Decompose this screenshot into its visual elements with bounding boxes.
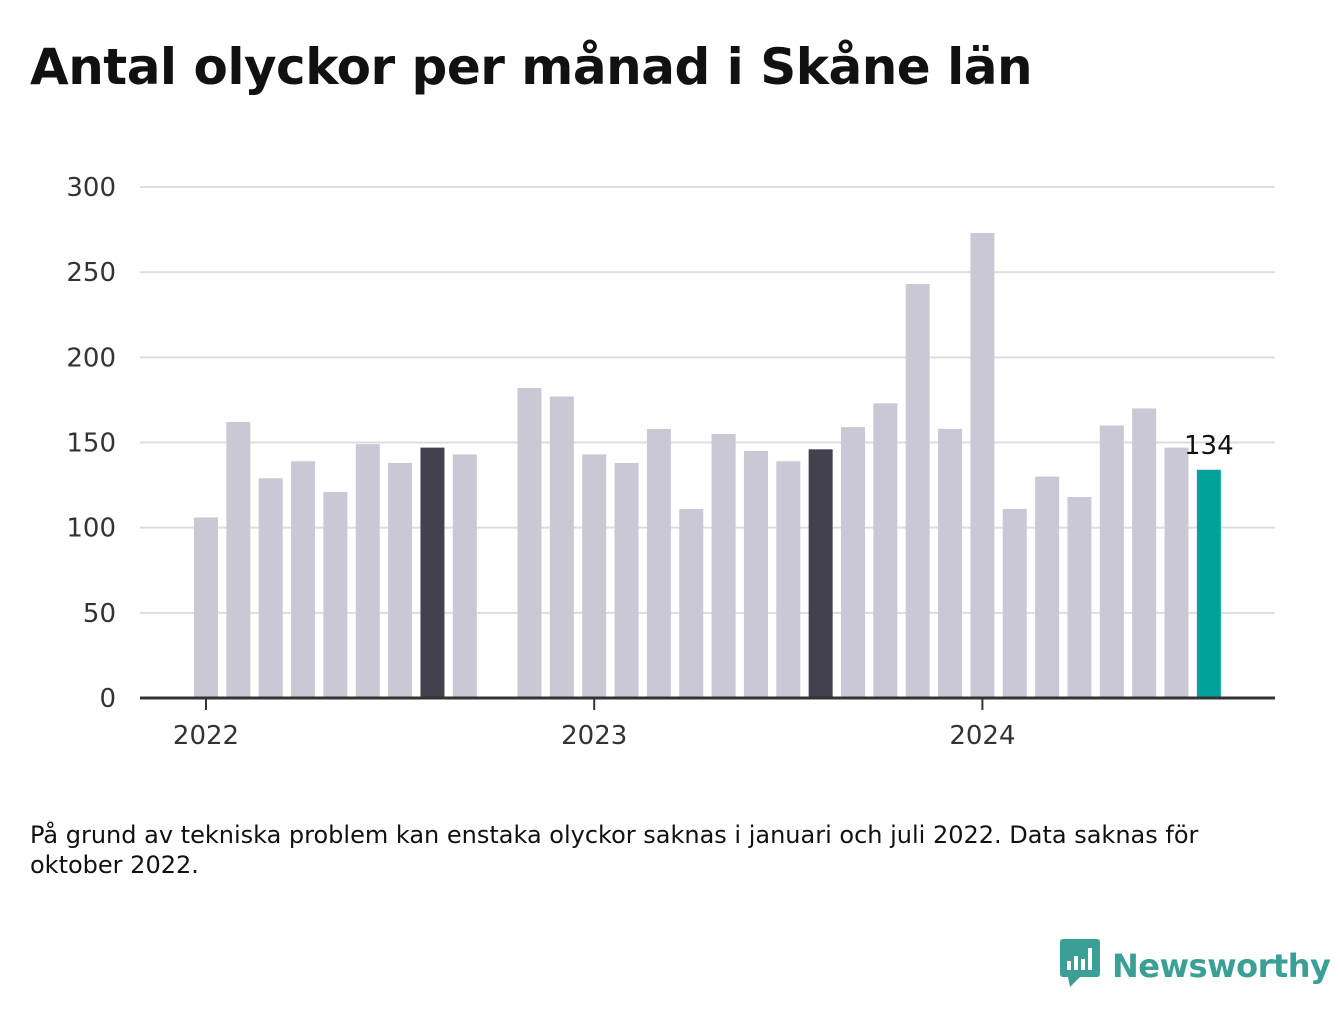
bar-2023-10: [873, 403, 898, 698]
bar-2024-05: [1099, 425, 1124, 698]
y-tick-label: 200: [66, 343, 116, 373]
y-tick-label: 150: [66, 429, 116, 459]
bar-2023-09: [841, 427, 865, 698]
bar-2022-08: [420, 447, 445, 698]
brand-name: Newsworthy: [1112, 947, 1331, 985]
bar-2023-03: [646, 428, 671, 698]
bar-2024-04: [1067, 497, 1092, 698]
bar-2024-06: [1132, 408, 1157, 698]
bar-2023-04: [679, 508, 704, 698]
bar-2023-06: [743, 451, 768, 698]
bar-2023-02: [614, 462, 639, 698]
bar-2024-01: [970, 232, 995, 699]
bar-2022-09: [452, 454, 477, 698]
bar-2023-08: [808, 449, 833, 698]
bar-2024-02: [1002, 508, 1027, 698]
bar-2022-06: [355, 444, 380, 698]
y-tick-label: 250: [66, 258, 116, 288]
bar-2022-12: [549, 396, 574, 698]
axes: [140, 696, 1275, 710]
bar-chart: 0 50 100 150 200 250 300 2022 2023 2024 134: [66, 173, 1275, 751]
bar-2023-07: [776, 461, 801, 698]
x-tick-label: 2024: [949, 721, 1015, 751]
y-tick-label: 300: [66, 173, 116, 203]
bar-2023-12: [938, 428, 963, 698]
x-tick-label: 2023: [561, 721, 627, 751]
bar-2022-02: [226, 422, 251, 698]
bar-2024-07: [1164, 447, 1189, 698]
brand[interactable]: Newsworthy: [1060, 939, 1331, 993]
data-label: 134: [1184, 431, 1234, 461]
bar-2024-03: [1035, 476, 1060, 698]
chart-title: Antal olyckor per månad i Skåne län: [30, 38, 1033, 96]
bar-2022-01: [194, 517, 218, 698]
labels: 0 50 100 150 200 250 300 2022 2023 2024 134: [66, 173, 1233, 751]
y-tick-label: 100: [66, 514, 116, 544]
bar-2022-03: [258, 478, 283, 698]
bar-2024-08: [1196, 469, 1221, 698]
bar-2023-11: [905, 284, 930, 698]
y-tick-label: 50: [83, 599, 116, 629]
bar-2023-01: [582, 454, 607, 698]
bars: [194, 232, 1221, 699]
y-tick-label: 0: [99, 684, 116, 714]
bar-2022-05: [323, 491, 348, 698]
bar-2022-07: [388, 462, 413, 698]
bar-2022-04: [291, 461, 316, 698]
footnote: På grund av tekniska problem kan enstaka…: [30, 821, 1199, 879]
x-tick-label: 2022: [173, 721, 239, 751]
bar-2023-05: [711, 433, 736, 698]
bar-2022-11: [517, 387, 542, 698]
newsworthy-logo-icon: [1060, 939, 1100, 993]
